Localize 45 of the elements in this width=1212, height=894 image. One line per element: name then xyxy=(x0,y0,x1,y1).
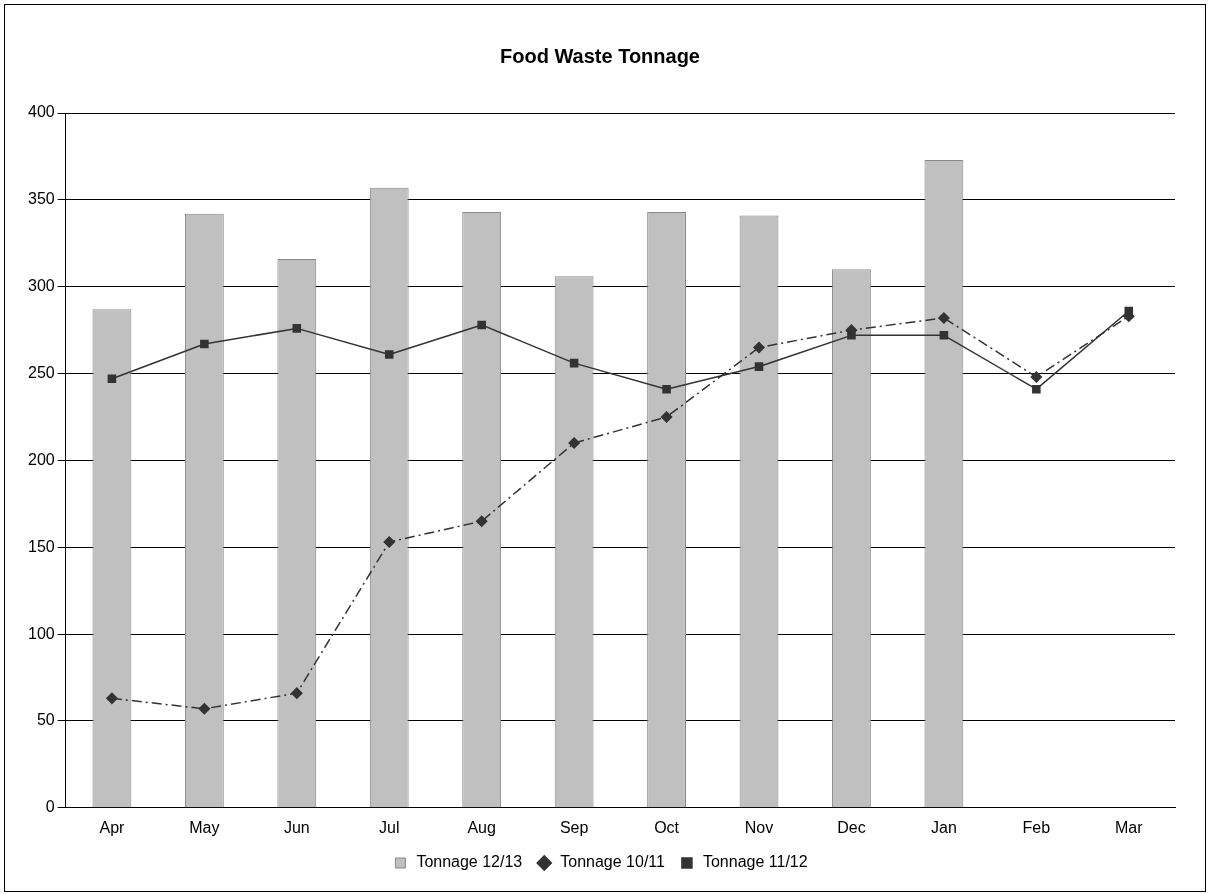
x-tick-label: Jul xyxy=(379,818,400,836)
point xyxy=(475,515,488,527)
x-tick-label: Apr xyxy=(99,818,126,836)
point xyxy=(477,320,486,330)
point xyxy=(291,687,303,699)
y-tick-label: 200 xyxy=(27,450,55,468)
point xyxy=(200,339,209,349)
x-tick-label: Jan xyxy=(931,818,957,836)
y-tick-label: 300 xyxy=(27,277,55,295)
point xyxy=(383,536,395,548)
y-tick-label: 0 xyxy=(45,798,55,816)
x-tick-label: Oct xyxy=(654,818,680,836)
x-tick-label: Feb xyxy=(1022,818,1051,836)
point xyxy=(662,384,671,394)
point xyxy=(292,324,302,333)
y-tick-label: 250 xyxy=(27,363,55,381)
x-tick-label: Sep xyxy=(559,818,589,836)
point xyxy=(568,437,580,449)
legend-label: Tonnage 11/12 xyxy=(702,853,808,871)
y-tick-label: 350 xyxy=(27,190,55,208)
y-tick-label: 50 xyxy=(36,711,55,729)
x-tick-label: Mar xyxy=(1115,818,1144,836)
x-tick-label: Nov xyxy=(744,818,774,836)
point xyxy=(1030,371,1043,383)
point xyxy=(939,331,949,340)
legend-label: Tonnage 10/11 xyxy=(560,853,666,871)
y-tick-label: 100 xyxy=(27,624,55,642)
legend-label: Tonnage 12/13 xyxy=(416,853,523,871)
y-tick-label: 150 xyxy=(27,537,55,555)
point xyxy=(754,362,764,371)
point xyxy=(107,374,117,384)
point xyxy=(938,312,950,324)
x-tick-label: Aug xyxy=(467,818,496,836)
y-tick-label: 400 xyxy=(27,103,55,121)
chart-title: Food Waste Tonnage xyxy=(500,44,700,67)
point xyxy=(569,358,579,368)
x-tick-label: Jun xyxy=(283,818,310,836)
point xyxy=(384,350,394,359)
point xyxy=(1032,384,1041,394)
x-tick-label: Dec xyxy=(837,818,866,836)
point xyxy=(198,703,211,715)
point xyxy=(660,411,673,423)
point xyxy=(753,341,765,354)
x-tick-label: May xyxy=(189,818,220,836)
point xyxy=(106,692,118,705)
